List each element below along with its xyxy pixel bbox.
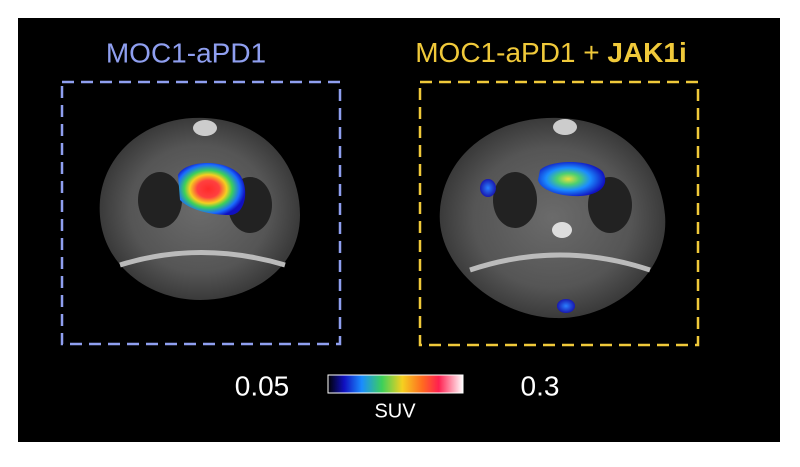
colorbar-max: 0.3	[521, 370, 560, 401]
right-box	[418, 80, 700, 347]
left-title: MOC1-aPD1	[106, 37, 266, 68]
colorbar	[327, 374, 464, 394]
left-scan	[99, 117, 301, 301]
right-title-bold: JAK1i	[607, 37, 686, 68]
right-title-main: MOC1-aPD1 +	[415, 37, 607, 68]
colorbar-label: SUV	[374, 400, 416, 422]
right-title: MOC1-aPD1 + JAK1i	[415, 37, 687, 68]
colorbar-min: 0.05	[235, 370, 290, 401]
left-box	[60, 80, 342, 346]
right-scan	[439, 117, 666, 319]
